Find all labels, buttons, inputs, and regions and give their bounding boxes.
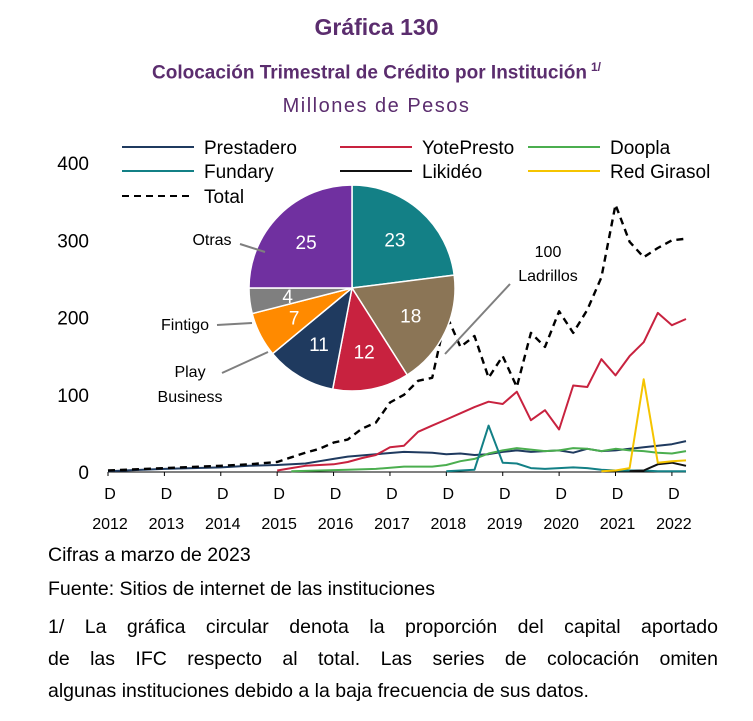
pie-value-label: 11 — [309, 335, 329, 356]
series-lines — [107, 203, 687, 473]
chart-subtitle: Colocación Trimestral de Crédito por Ins… — [0, 60, 753, 84]
chart-title: Gráfica 130 — [314, 14, 439, 40]
x-tick-label-month: D — [161, 486, 173, 503]
subtitle-text: Colocación Trimestral de Crédito por Ins… — [152, 62, 587, 84]
note-footnote-2: de las IFC respecto al total. Las series… — [48, 648, 718, 670]
x-tick-label-month: D — [273, 486, 285, 503]
x-tick-label-month: D — [330, 486, 342, 503]
pie-value-label: 4 — [282, 287, 293, 308]
series-line-total — [107, 203, 687, 472]
x-tick-label-year: 2019 — [487, 516, 523, 533]
pie-slice-red-girasol — [331, 285, 409, 392]
x-tick-label-year: 2015 — [261, 516, 297, 533]
pie-chart: 23 18 12 11 74 25 100 Ladrillos Otras Fintigo Play… — [158, 184, 578, 406]
units-label: Millones de Pesos — [282, 95, 471, 117]
pie-value-label: 12 — [354, 343, 375, 364]
note-source: Fuente: Sitios de internet de las instit… — [48, 578, 435, 600]
x-tick-label-year: 2017 — [374, 516, 410, 533]
chart-area: 0 100 200 300 400 D 2012 D 2013 D 2014 D 2015 D 2016 D 2… — [57, 138, 710, 533]
pie-outside-label-fintigo: Fintigo — [161, 317, 209, 334]
legend-label: Fundary — [204, 162, 274, 183]
note-footnote-1: 1/ La gráfica circular denota la proporc… — [48, 616, 718, 638]
pie-value-label: 18 — [400, 307, 421, 328]
x-tick-label-year: 2018 — [431, 516, 467, 533]
pie-leader-line — [239, 243, 266, 253]
pie-value-label: 23 — [384, 230, 405, 251]
legend-label: Likidéo — [422, 162, 482, 183]
pie-value-label: 25 — [296, 233, 317, 254]
series-line-red-girasol — [601, 378, 687, 473]
series-line-prestadero — [107, 440, 687, 473]
x-tick-label-year: 2021 — [600, 516, 636, 533]
series-line-fundary — [446, 424, 686, 473]
x-tick-label-month: D — [668, 486, 680, 503]
y-tick-label: 400 — [57, 154, 89, 175]
series-line-likid-o — [629, 461, 687, 473]
x-tick-label-month: D — [386, 486, 398, 503]
x-tick-label-year: 2012 — [92, 516, 128, 533]
pie-leader-line — [216, 322, 253, 326]
y-tick-label: 300 — [57, 231, 89, 252]
pie-outside-label-ladrillos: Ladrillos — [518, 268, 578, 285]
x-tick-label-year: 2016 — [318, 516, 354, 533]
legend-label: YotePresto — [422, 138, 514, 159]
pie-slice-otras — [248, 184, 353, 289]
x-tick-label-month: D — [104, 486, 116, 503]
x-tick-label-year: 2022 — [656, 516, 692, 533]
x-tick-label-month: D — [555, 486, 567, 503]
pie-slice-fundary — [351, 184, 456, 289]
x-tick-label-year: 2013 — [149, 516, 185, 533]
note-footnote-3: algunas instituciones debido a la baja f… — [48, 680, 589, 702]
y-tick-label: 0 — [78, 463, 89, 484]
pie-outside-label-otras: Otras — [192, 232, 231, 249]
x-tick-label-month: D — [443, 486, 455, 503]
legend-label: Prestadero — [204, 138, 297, 159]
legend-label: Total — [204, 187, 244, 208]
y-tick-label: 100 — [57, 386, 89, 407]
legend: Prestadero YotePresto Doopla Fundary Likidéo… — [122, 138, 710, 208]
x-tick-label-year: 2014 — [205, 516, 241, 533]
x-tick-label-year: 2020 — [543, 516, 579, 533]
pie-slice-100-ladrillos — [350, 274, 456, 377]
y-tick-label: 200 — [57, 309, 89, 330]
pie-leader-line — [444, 283, 511, 355]
legend-label: Doopla — [610, 138, 671, 159]
pie-outside-label-play: Play — [174, 364, 205, 381]
x-tick-label-month: D — [612, 486, 624, 503]
pie-value-label: 7 — [289, 308, 300, 329]
axes: 0 100 200 300 400 D 2012 D 2013 D 2014 D 2015 D 2016 D 2… — [57, 154, 692, 533]
note-cut-date: Cifras a marzo de 2023 — [48, 544, 251, 566]
x-tick-label-month: D — [499, 486, 511, 503]
pie-outside-label-100: 100 — [535, 244, 562, 261]
series-line-yotepresto — [277, 311, 687, 472]
pie-outside-label-business: Business — [158, 389, 223, 406]
pie-leader-line — [221, 351, 269, 374]
footnote-mark: 1/ — [590, 60, 601, 74]
legend-label: Red Girasol — [610, 162, 710, 183]
x-tick-label-month: D — [217, 486, 229, 503]
pie-slice-prestadero — [271, 286, 354, 391]
